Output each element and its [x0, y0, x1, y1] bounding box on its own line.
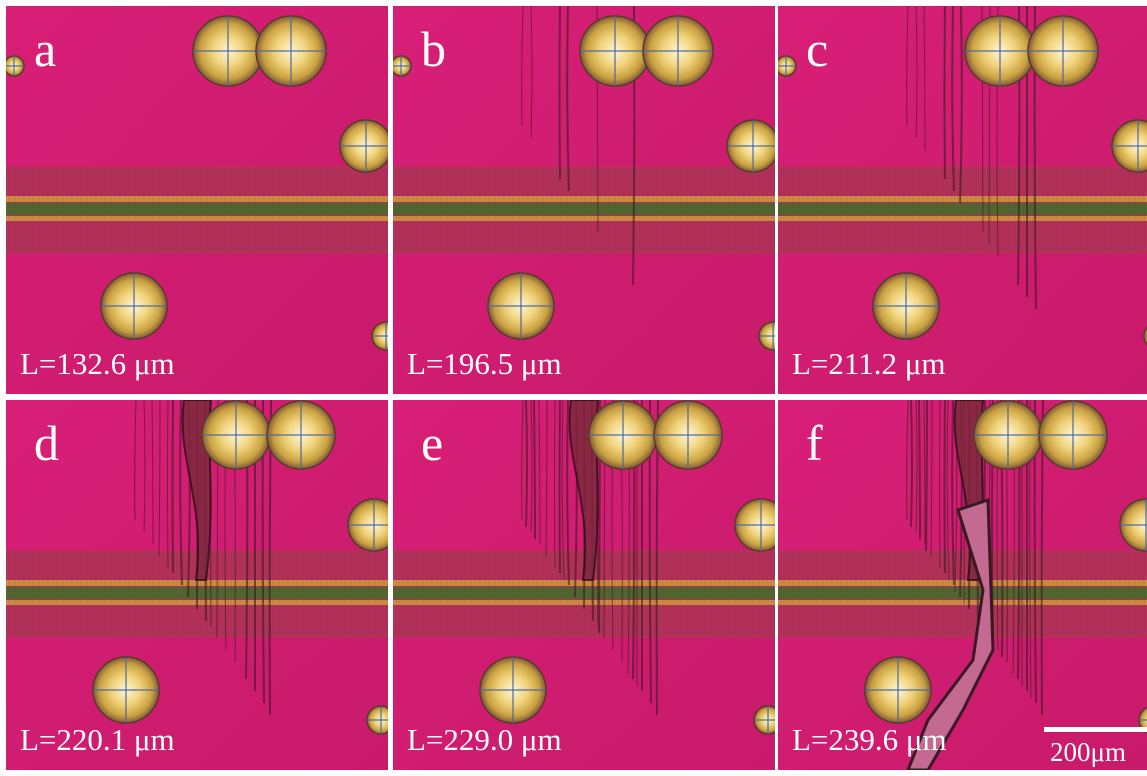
scale-bar — [1044, 727, 1147, 732]
panel-letter: e — [421, 415, 443, 471]
panel-letter: b — [421, 21, 446, 77]
fiber-edge — [778, 600, 1147, 605]
crack — [173, 400, 174, 573]
crack — [560, 6, 561, 179]
panel-caption: L=196.5 μm — [407, 346, 562, 381]
fiber-core — [778, 587, 1147, 599]
crack — [555, 400, 556, 568]
panel-letter: d — [34, 415, 59, 471]
panel-caption: L=239.6 μm — [792, 722, 947, 757]
panel-caption: L=211.2 μm — [792, 346, 946, 381]
panel: c L=211.2 μm — [776, 6, 1147, 394]
crack — [168, 400, 169, 568]
fiber-edge — [778, 196, 1147, 202]
crack — [919, 400, 920, 539]
panel: d L=220.1 μm — [6, 400, 400, 770]
crack — [911, 400, 912, 527]
panel-letter: f — [806, 415, 823, 471]
fiber-core — [778, 203, 1147, 215]
panel: a L=132.6 μm — [4, 6, 400, 394]
crack — [945, 6, 946, 179]
fiber-edge — [778, 580, 1147, 586]
panel: f L=239.6 μm 200μm — [778, 400, 1147, 770]
crack — [534, 400, 535, 539]
crack — [526, 400, 527, 527]
fiber-edge — [778, 216, 1147, 221]
panel: e L=229.0 μm — [393, 400, 787, 770]
panel-caption: L=132.6 μm — [20, 346, 175, 381]
crack — [945, 400, 946, 573]
crack — [926, 400, 927, 551]
figure: a L=132.6 μm b L=196.5 μm c L=211.2 μm d L=220.… — [0, 0, 1147, 776]
panel-caption: L=220.1 μm — [20, 722, 175, 757]
panel-letter: a — [34, 21, 56, 77]
crack — [560, 400, 561, 573]
panel-caption: L=229.0 μm — [407, 722, 562, 757]
panel: b L=196.5 μm — [391, 6, 787, 394]
scale-bar-label: 200μm — [1050, 737, 1126, 767]
crack — [940, 400, 941, 568]
panel-letter: c — [806, 21, 828, 77]
